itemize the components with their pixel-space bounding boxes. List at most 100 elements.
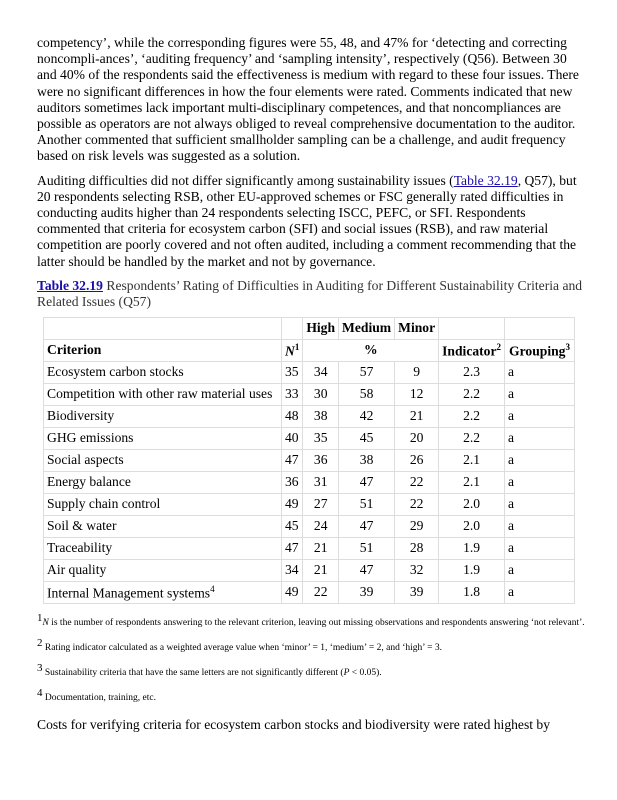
medium-cell: 58 — [338, 382, 396, 406]
table-row: Competition with other raw material uses… — [43, 382, 576, 406]
criterion-cell: GHG emissions — [43, 426, 282, 450]
medium-cell: 47 — [338, 514, 396, 538]
grouping-cell: a — [504, 470, 576, 494]
grouping-cell: a — [504, 492, 576, 516]
header-grouping: Grouping3 — [504, 338, 576, 362]
header-row-2: Criterion N1 % Indicator2 Grouping3 — [43, 338, 576, 362]
n-cell: 35 — [280, 360, 304, 384]
header-medium: Medium — [338, 316, 396, 340]
italic: N — [42, 618, 49, 628]
n-cell: 48 — [280, 404, 304, 428]
minor-cell: 39 — [394, 580, 440, 604]
medium-cell: 38 — [338, 448, 396, 472]
medium-cell: 51 — [338, 492, 396, 516]
minor-cell: 22 — [394, 470, 440, 494]
indicator-cell: 1.9 — [438, 558, 506, 582]
footnote: 4 Documentation, training, etc. — [37, 687, 585, 705]
high-cell: 21 — [302, 536, 340, 560]
indicator-cell: 2.1 — [438, 448, 506, 472]
minor-cell: 29 — [394, 514, 440, 538]
grouping-cell: a — [504, 426, 576, 450]
high-cell: 21 — [302, 558, 340, 582]
minor-cell: 21 — [394, 404, 440, 428]
criterion-cell: Traceability — [43, 536, 282, 560]
footnote-number: 2 — [37, 637, 43, 649]
medium-cell: 39 — [338, 580, 396, 604]
indicator-cell: 2.3 — [438, 360, 506, 384]
criterion-cell: Energy balance — [43, 470, 282, 494]
medium-cell: 42 — [338, 404, 396, 428]
high-cell: 27 — [302, 492, 340, 516]
header-indicator: Indicator2 — [438, 338, 506, 362]
criterion-cell: Ecosystem carbon stocks — [43, 360, 282, 384]
grouping-cell: a — [504, 514, 576, 538]
caption-text: Respondents’ Rating of Difficulties in A… — [37, 277, 583, 310]
sup: 4 — [210, 583, 215, 594]
footnote-number: 4 — [37, 687, 43, 700]
footnote: 2 Rating indicator calculated as a weigh… — [37, 637, 585, 655]
footnote-text: Rating indicator calculated as a weighte… — [42, 643, 442, 654]
table-row: GHG emissions 40 35 45 20 2.2 a — [43, 426, 576, 450]
footnote-text: < 0.05). — [349, 668, 382, 679]
n-cell: 40 — [280, 426, 304, 450]
medium-cell: 47 — [338, 470, 396, 494]
sup: 3 — [565, 341, 570, 352]
header-percent: % — [302, 338, 440, 362]
document-page: competency’, while the corresponding fig… — [37, 35, 585, 742]
table-row: Energy balance 36 31 47 22 2.1 a — [43, 470, 576, 494]
criterion-cell: Competition with other raw material uses — [43, 382, 282, 406]
footnote: 1N is the number of respondents answerin… — [37, 612, 585, 630]
text: , Q57), but 20 respondents selecting RSB… — [37, 172, 577, 269]
table-row: Traceability 47 21 51 28 1.9 a — [43, 536, 576, 560]
n-cell: 47 — [280, 536, 304, 560]
table-row: Supply chain control 49 27 51 22 2.0 a — [43, 492, 576, 516]
high-cell: 24 — [302, 514, 340, 538]
high-cell: 34 — [302, 360, 340, 384]
minor-cell: 28 — [394, 536, 440, 560]
footnote: 3 Sustainability criteria that have the … — [37, 662, 585, 680]
indicator-cell: 2.0 — [438, 492, 506, 516]
footnote-text: is the number of respondents answering t… — [48, 618, 585, 628]
table-caption-link[interactable]: Table 32.19 — [37, 277, 103, 293]
table-row: Ecosystem carbon stocks 35 34 57 9 2.3 a — [43, 360, 576, 384]
italic: P — [343, 668, 350, 679]
paragraph-1: competency’, while the corresponding fig… — [37, 35, 579, 164]
indicator-cell: 2.1 — [438, 470, 506, 494]
indicator-cell: 2.2 — [438, 426, 506, 450]
medium-cell: 51 — [338, 536, 396, 560]
n-cell: 33 — [280, 382, 304, 406]
header-row-1: High Medium Minor — [43, 316, 576, 340]
high-cell: 30 — [302, 382, 340, 406]
last-paragraph: Costs for verifying criteria for ecosyst… — [37, 717, 551, 733]
criterion-cell: Internal Management systems4 — [43, 580, 282, 604]
indicator-cell: 2.0 — [438, 514, 506, 538]
grouping-cell: a — [504, 536, 576, 560]
table-link[interactable]: Table 32.19 — [453, 172, 518, 188]
minor-cell: 9 — [394, 360, 440, 384]
n-cell: 34 — [280, 558, 304, 582]
sup: 1 — [294, 341, 300, 352]
medium-cell: 47 — [338, 558, 396, 582]
high-cell: 31 — [302, 470, 340, 494]
n-cell: 49 — [280, 492, 304, 516]
footnote-text: Documentation, training, etc. — [42, 693, 156, 704]
minor-cell: 22 — [394, 492, 440, 516]
grouping-cell: a — [504, 404, 576, 428]
criterion-cell: Supply chain control — [43, 492, 282, 516]
criterion-cell: Soil & water — [43, 514, 282, 538]
criterion-text: Internal Management systems — [47, 585, 211, 601]
text: Auditing difficulties did not differ sig… — [37, 172, 454, 188]
indicator-cell: 2.2 — [438, 382, 506, 406]
grouping-label: Grouping — [509, 343, 566, 359]
n-label: N — [285, 343, 295, 359]
minor-cell: 26 — [394, 448, 440, 472]
criterion-cell: Social aspects — [43, 448, 282, 472]
criterion-cell: Biodiversity — [43, 404, 282, 428]
minor-cell: 20 — [394, 426, 440, 450]
high-cell: 22 — [302, 580, 340, 604]
n-cell: 47 — [280, 448, 304, 472]
grouping-cell: a — [504, 558, 576, 582]
footnote-number: 1 — [37, 611, 43, 624]
grouping-cell: a — [504, 382, 576, 406]
sup: 2 — [496, 341, 502, 352]
